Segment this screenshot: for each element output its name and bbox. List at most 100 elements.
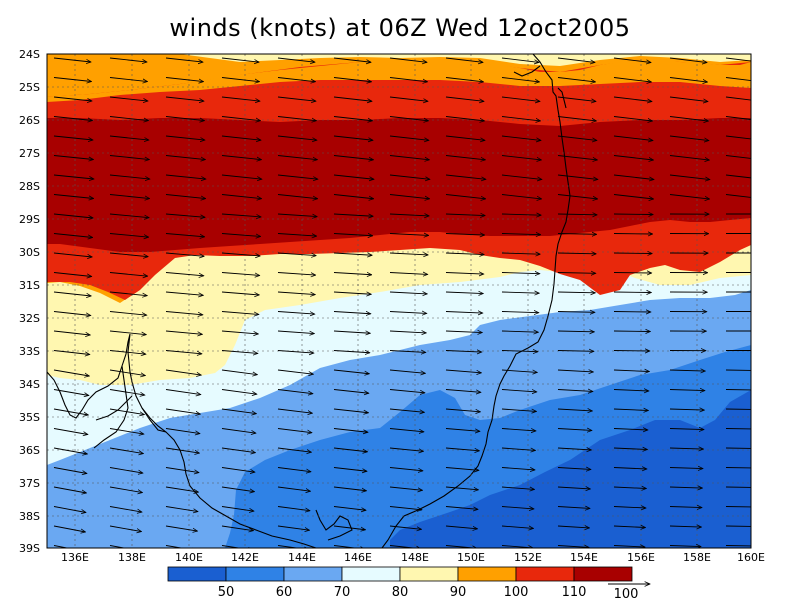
wind-arrow	[501, 96, 540, 101]
wind-arrow	[53, 350, 90, 355]
wind-arrow	[109, 311, 147, 316]
wind-arrow	[557, 429, 592, 431]
wind-arrow	[53, 369, 89, 376]
lat-label: 26S	[19, 114, 40, 127]
wind-arrow	[277, 311, 315, 315]
wind-arrow	[501, 292, 539, 293]
wind-arrow	[725, 506, 751, 508]
wind-arrow	[165, 525, 197, 531]
latitude-labels: 24S 25S 26S 27S 28S 29S 30S 31S 32S 33S …	[19, 48, 40, 555]
wind-arrow	[221, 272, 260, 276]
wind-arrow	[501, 155, 541, 160]
wind-arrow	[389, 545, 421, 548]
wind-arrow	[725, 486, 751, 488]
wind-arrow	[333, 57, 371, 62]
wind-arrow	[669, 155, 709, 161]
wind-arrow	[725, 194, 751, 198]
wind-arrow	[669, 77, 707, 83]
wind-arrow	[333, 234, 373, 236]
wind-arrow	[53, 194, 94, 199]
colorbar-swatch	[167, 566, 227, 582]
wind-arrow	[501, 253, 540, 254]
lon-label: 148E	[401, 551, 429, 564]
wind-arrow	[501, 331, 538, 332]
wind-arrow	[109, 194, 150, 199]
wind-arrow	[277, 174, 318, 179]
wind-arrow	[109, 467, 143, 474]
wind-arrow	[557, 194, 598, 199]
wind-arrow	[333, 312, 371, 314]
wind-arrow	[109, 57, 147, 62]
reference-vector-label: 100	[614, 587, 639, 600]
wind-arrow	[53, 57, 91, 62]
wind-arrow	[333, 116, 372, 121]
wind-arrow	[725, 155, 751, 159]
wind-arrow	[501, 174, 542, 179]
wind-arrow	[333, 155, 373, 160]
wind-arrow	[445, 155, 485, 160]
wind-arrow	[389, 389, 425, 393]
wind-arrow	[109, 174, 150, 179]
wind-arrow	[109, 233, 149, 238]
wind-arrow	[501, 507, 534, 509]
wind-arrow	[725, 467, 751, 469]
wind-arrow	[165, 194, 206, 199]
wind-arrow	[53, 291, 91, 296]
wind-arrow	[445, 214, 485, 216]
wind-arrow	[669, 116, 708, 122]
wind-arrow	[333, 389, 369, 394]
wind-arrow	[501, 312, 539, 313]
wind-arrow	[557, 390, 593, 392]
wind-arrow	[725, 428, 751, 430]
wind-arrow	[501, 116, 540, 121]
colorbar-label: 100	[504, 585, 529, 600]
wind-arrow	[389, 467, 423, 471]
wind-arrow	[445, 96, 484, 101]
wind-arrow	[501, 57, 539, 62]
wind-arrow	[333, 369, 369, 374]
colorbar-label: 80	[392, 585, 409, 600]
wind-arrow	[613, 526, 645, 528]
colorbar-label: 90	[450, 585, 467, 600]
wind-arrow	[613, 234, 653, 235]
lat-label: 39S	[19, 542, 40, 555]
wind-arrow	[165, 447, 199, 453]
wind-arrow	[389, 116, 428, 121]
wind-arrow	[557, 468, 591, 470]
wind-arrow	[109, 486, 142, 493]
wind-arrow	[165, 155, 205, 160]
wind-arrow	[165, 506, 198, 512]
wind-arrow	[221, 389, 257, 395]
lat-label: 34S	[19, 378, 40, 391]
wind-arrow	[445, 447, 479, 451]
wind-arrow	[445, 408, 480, 412]
wind-arrow	[557, 409, 592, 411]
wind-arrow	[557, 273, 596, 274]
wind-arrow	[165, 486, 198, 492]
map-frame	[46, 53, 752, 549]
wind-arrow	[53, 486, 86, 493]
wind-arrow	[557, 526, 589, 528]
wind-arrow	[221, 447, 255, 453]
lon-label: 136E	[61, 551, 89, 564]
wind-arrow	[221, 486, 254, 492]
wind-arrow	[445, 389, 481, 393]
wind-arrow	[445, 525, 477, 529]
wind-arrow	[613, 174, 654, 180]
wind-arrow	[53, 135, 93, 140]
wind-arrow	[165, 77, 203, 82]
wind-arrow	[613, 292, 651, 293]
wind-arrow	[165, 272, 204, 276]
wind-arrow	[557, 351, 594, 352]
wind-arrow	[669, 487, 702, 488]
wind-arrow	[557, 487, 590, 489]
wind-arrow	[53, 545, 70, 548]
wind-arrow	[445, 116, 484, 121]
wind-arrow	[501, 214, 541, 215]
wind-arrow	[501, 428, 536, 431]
wind-arrow	[557, 96, 596, 101]
wind-arrow	[501, 77, 539, 82]
wind-arrow	[669, 546, 701, 547]
wind-arrow	[501, 447, 535, 450]
wind-arrow	[277, 291, 315, 295]
